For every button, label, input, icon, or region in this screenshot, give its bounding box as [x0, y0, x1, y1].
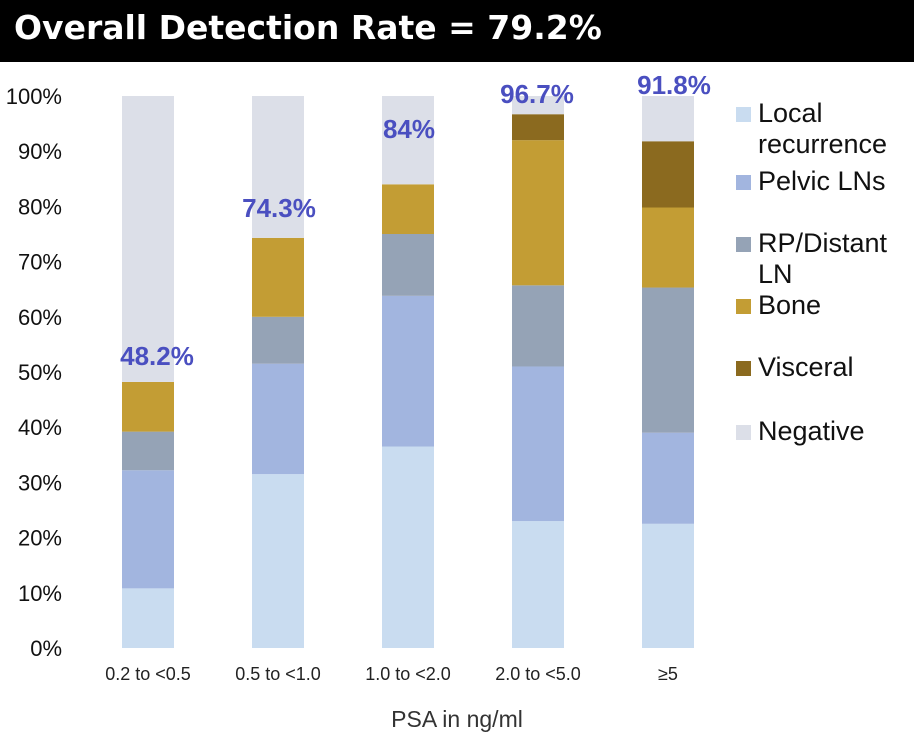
bar-segment-pelvic-lns: [642, 432, 694, 524]
bar-segment-rp-distant-ln: [122, 431, 174, 471]
y-tick-label: 80%: [18, 194, 62, 219]
legend-swatch: [736, 361, 751, 376]
x-tick-label: 0.2 to <0.5: [105, 664, 191, 684]
y-tick-label: 60%: [18, 305, 62, 330]
bar-segment-negative: [122, 96, 174, 382]
bar-segment-local-recurrence: [122, 588, 174, 648]
legend-swatch: [736, 107, 751, 122]
y-tick-label: 90%: [18, 139, 62, 164]
legend-swatch: [736, 237, 751, 252]
x-tick-label: ≥5: [658, 664, 678, 684]
legend-swatch: [736, 175, 751, 190]
bar-segment-rp-distant-ln: [642, 287, 694, 433]
x-tick-label: 1.0 to <2.0: [365, 664, 451, 684]
detection-rate-label: 74.3%: [242, 193, 316, 223]
bar-segment-bone: [382, 184, 434, 234]
legend-swatch: [736, 299, 751, 314]
bar-segment-local-recurrence: [252, 474, 304, 648]
y-tick-label: 50%: [18, 360, 62, 385]
bar-segment-visceral: [642, 141, 694, 208]
bar-segment-pelvic-lns: [122, 470, 174, 589]
legend-label: Negative: [758, 416, 865, 446]
bar-segment-rp-distant-ln: [382, 234, 434, 296]
bar-segment-negative: [512, 96, 564, 115]
title-bar: Overall Detection Rate = 79.2%: [0, 0, 914, 62]
bar-segment-pelvic-lns: [382, 295, 434, 447]
y-tick-label: 10%: [18, 581, 62, 606]
y-tick-label: 30%: [18, 470, 62, 495]
bar-segment-rp-distant-ln: [252, 316, 304, 364]
legend-label: Visceral: [758, 352, 854, 382]
bar-segment-rp-distant-ln: [512, 285, 564, 367]
y-tick-label: 0%: [30, 636, 62, 661]
legend-label: Bone: [758, 290, 822, 320]
detection-rate-label: 96.7%: [500, 79, 574, 109]
detection-rate-label: 84%: [383, 114, 435, 144]
bar-segment-local-recurrence: [382, 446, 434, 648]
y-tick-label: 20%: [18, 526, 62, 551]
legend-label: Local recurrence: [758, 98, 888, 159]
y-tick-label: 100%: [6, 84, 62, 109]
y-tick-label: 70%: [18, 250, 62, 275]
x-tick-label: 0.5 to <1.0: [235, 664, 321, 684]
legend-label: Pelvic LNs: [758, 166, 886, 196]
bar-segment-bone: [642, 207, 694, 288]
bar-segment-pelvic-lns: [512, 366, 564, 522]
bar-segment-visceral: [512, 114, 564, 141]
bar-segment-negative: [642, 96, 694, 142]
bar-segment-bone: [122, 381, 174, 432]
x-axis-title: PSA in ng/ml: [391, 706, 523, 732]
legend-swatch: [736, 425, 751, 440]
bar-segment-pelvic-lns: [252, 363, 304, 475]
bar-segment-negative: [382, 96, 434, 185]
bar-segment-bone: [512, 140, 564, 286]
legend-label: RP/Distant LN: [758, 228, 888, 289]
detection-rate-label: 48.2%: [120, 341, 194, 371]
x-tick-label: 2.0 to <5.0: [495, 664, 581, 684]
bar-segment-bone: [252, 237, 304, 317]
y-tick-label: 40%: [18, 415, 62, 440]
bar-segment-local-recurrence: [642, 523, 694, 648]
detection-rate-label: 91.8%: [637, 70, 711, 100]
bar-segment-local-recurrence: [512, 521, 564, 648]
bar-segment-negative: [252, 96, 304, 238]
chart-title: Overall Detection Rate = 79.2%: [14, 8, 602, 47]
